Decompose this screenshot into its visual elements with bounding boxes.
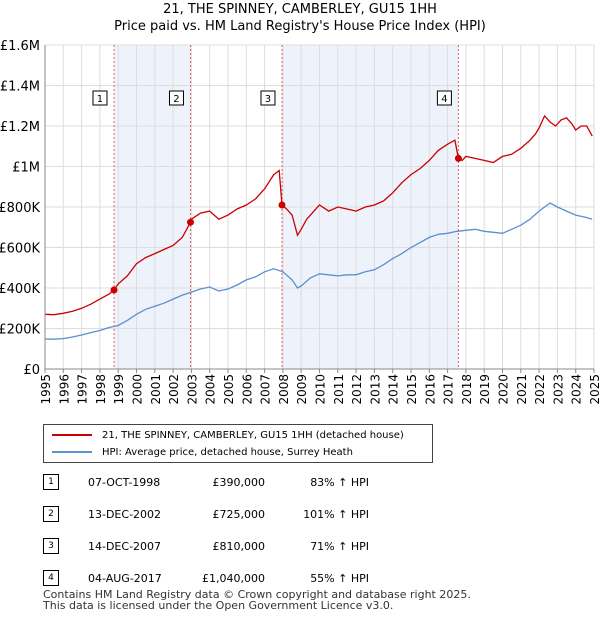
- y-tick-label: £400K: [0, 282, 40, 297]
- x-tick-label: 2025: [588, 374, 600, 405]
- x-tick-label: 2005: [222, 374, 236, 405]
- footer-line-1: Contains HM Land Registry data © Crown c…: [43, 588, 471, 601]
- series-line: [44, 114, 593, 316]
- x-tick-label: 1996: [57, 374, 71, 405]
- sale-hpi-change: 101% ↑ HPI: [303, 508, 369, 521]
- legend: 21, THE SPINNEY, CAMBERLEY, GU15 1HH (de…: [43, 424, 433, 463]
- x-tick-label: 2008: [277, 374, 291, 405]
- y-tick-label: £0: [23, 363, 40, 378]
- sale-point: [278, 201, 286, 209]
- sale-label-box: [92, 90, 108, 106]
- x-tick-label: 1998: [94, 374, 108, 405]
- x-tick-label: 2000: [131, 374, 145, 405]
- footer-attribution: Contains HM Land Registry data © Crown c…: [43, 589, 471, 611]
- x-tick-label: 1999: [112, 374, 126, 405]
- x-tick-label: 2023: [551, 374, 565, 405]
- x-tick-label: 2019: [478, 374, 492, 405]
- legend-swatch-hpi: [52, 451, 92, 453]
- sale-row: 3 14-DEC-2007 £810,000 71% ↑ HPI: [43, 538, 423, 554]
- legend-item-property: 21, THE SPINNEY, CAMBERLEY, GU15 1HH (de…: [52, 428, 404, 442]
- y-tick-label: £200K: [0, 323, 40, 338]
- x-tick-label: 2010: [314, 374, 328, 405]
- x-tick-label: 2021: [515, 374, 529, 405]
- chart-subtitle: Price paid vs. HM Land Registry's House …: [114, 19, 486, 34]
- x-tick-label: 2006: [240, 374, 254, 405]
- sale-label: 4: [441, 94, 447, 105]
- sale-point: [110, 286, 118, 294]
- x-tick-label: 2012: [350, 374, 364, 405]
- sale-date: 13-DEC-2002: [88, 508, 162, 521]
- y-tick-label: £1.2M: [0, 120, 40, 135]
- x-tick-label: 2009: [295, 374, 309, 405]
- sale-number-badge: 2: [43, 506, 59, 522]
- sale-label: 2: [173, 94, 179, 105]
- sale-row: 2 13-DEC-2002 £725,000 101% ↑ HPI: [43, 506, 423, 522]
- sale-number-badge: 3: [43, 538, 59, 554]
- x-tick-label: 1997: [76, 374, 90, 405]
- y-tick-label: £1.4M: [0, 80, 40, 95]
- sale-label-box: [260, 90, 276, 106]
- x-tick-label: 2002: [167, 374, 181, 405]
- y-tick-label: £600K: [0, 242, 40, 257]
- x-tick-label: 2013: [368, 374, 382, 405]
- x-tick-label: 2018: [460, 374, 474, 405]
- sale-hpi-change: 83% ↑ HPI: [310, 476, 369, 489]
- y-tick-label: £1M: [12, 161, 40, 176]
- sale-hpi-change: 71% ↑ HPI: [310, 540, 369, 553]
- x-tick-label: 1995: [39, 374, 53, 405]
- sale-price: £390,000: [212, 476, 266, 489]
- x-tick-label: 2022: [533, 374, 547, 405]
- sale-hpi-change: 55% ↑ HPI: [310, 572, 369, 585]
- x-tick-label: 2003: [185, 374, 199, 405]
- sale-point: [186, 218, 194, 226]
- sale-row: 4 04-AUG-2017 £1,040,000 55% ↑ HPI: [43, 570, 423, 586]
- x-tick-label: 2004: [204, 374, 218, 405]
- y-tick-label: £800K: [0, 201, 40, 216]
- sale-label-box: [436, 90, 452, 106]
- x-tick-label: 2016: [423, 374, 437, 405]
- sale-price: £1,040,000: [202, 572, 265, 585]
- sale-row: 1 07-OCT-1998 £390,000 83% ↑ HPI: [43, 474, 423, 490]
- legend-label-hpi: HPI: Average price, detached house, Surr…: [102, 446, 353, 458]
- sale-label: 1: [97, 94, 103, 105]
- sale-price: £810,000: [212, 540, 266, 553]
- sale-point: [454, 154, 462, 162]
- legend-item-hpi: HPI: Average price, detached house, Surr…: [52, 445, 353, 459]
- footer-line-2: This data is licensed under the Open Gov…: [43, 599, 394, 612]
- sale-number-badge: 1: [43, 474, 59, 490]
- x-tick-label: 2015: [405, 374, 419, 405]
- x-tick-label: 2001: [149, 374, 163, 405]
- x-tick-label: 2011: [332, 374, 346, 405]
- x-tick-label: 2024: [570, 374, 584, 405]
- series-line: [44, 202, 593, 340]
- x-tick-label: 2014: [387, 374, 401, 405]
- sale-number-badge: 4: [43, 570, 59, 586]
- sale-label: 3: [265, 94, 271, 105]
- legend-swatch-property: [52, 434, 92, 436]
- x-tick-label: 2017: [442, 374, 456, 405]
- sale-price: £725,000: [212, 508, 266, 521]
- chart-title: 21, THE SPINNEY, CAMBERLEY, GU15 1HH: [163, 2, 437, 17]
- y-tick-label: £1.6M: [0, 39, 40, 54]
- x-tick-label: 2007: [259, 374, 273, 405]
- sale-date: 07-OCT-1998: [88, 476, 161, 489]
- x-tick-label: 2020: [497, 374, 511, 405]
- sale-date: 04-AUG-2017: [88, 572, 162, 585]
- legend-label-property: 21, THE SPINNEY, CAMBERLEY, GU15 1HH (de…: [102, 429, 404, 441]
- sale-date: 14-DEC-2007: [88, 540, 162, 553]
- price-chart: 1 2 3 4 £0 £200K £400K £600K £800K £1M £1.2M £1.4M £…: [0, 39, 600, 405]
- sale-label-box: [168, 90, 184, 106]
